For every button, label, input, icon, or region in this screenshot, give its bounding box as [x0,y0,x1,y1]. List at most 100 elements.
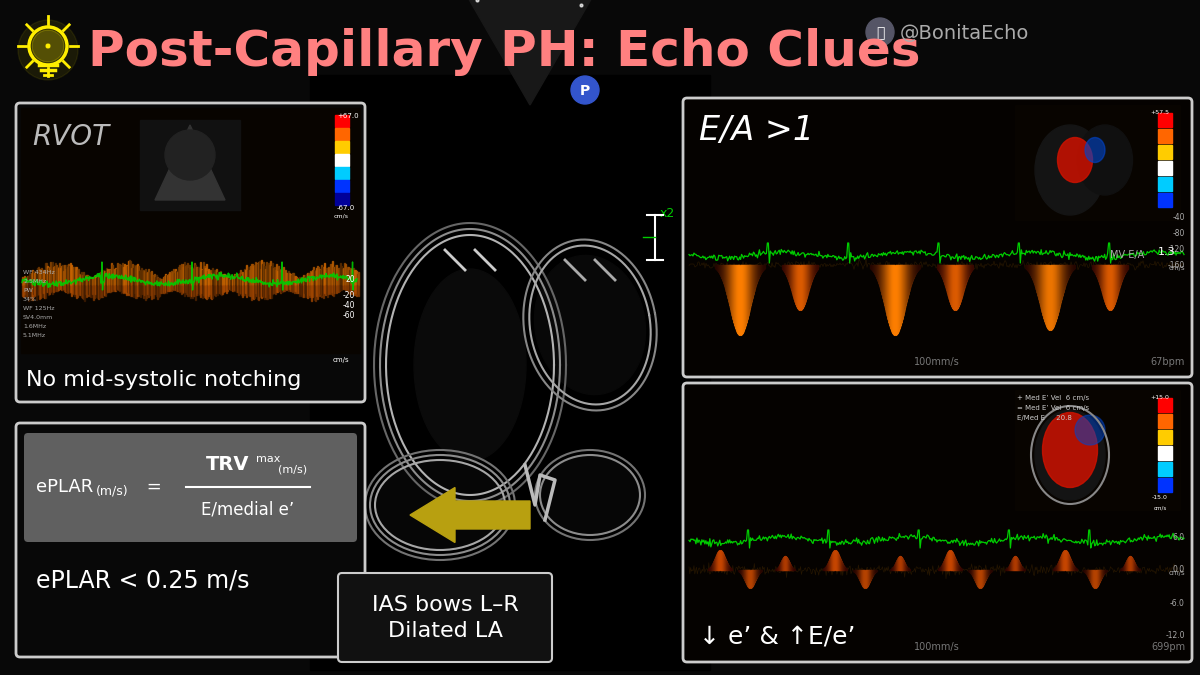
Text: + Med E’ Vel  6 cm/s: + Med E’ Vel 6 cm/s [1018,395,1090,401]
Text: +15.0: +15.0 [1151,395,1170,400]
Text: (m/s): (m/s) [278,464,307,474]
Ellipse shape [534,255,646,395]
Ellipse shape [166,130,215,180]
FancyBboxPatch shape [683,383,1192,662]
Bar [1158,113,1172,127]
Ellipse shape [374,460,505,550]
Text: 20: 20 [346,275,355,284]
Bar [140,120,240,210]
Bar [335,128,349,140]
Ellipse shape [1034,410,1105,500]
Text: -40: -40 [1172,213,1186,221]
Bar [335,193,349,205]
Text: =: = [142,478,162,496]
Bar [1158,430,1172,444]
Text: = Med E’ Vel  6 cm/s: = Med E’ Vel 6 cm/s [1018,405,1090,411]
Text: ePLAR: ePLAR [36,478,98,496]
Text: E/medial e’: E/medial e’ [202,500,295,518]
Text: TRV: TRV [206,456,250,475]
Text: 5.1MHz: 5.1MHz [23,333,46,338]
Text: ␧: ␧ [876,26,884,40]
Text: cm/s: cm/s [334,213,348,218]
Bar [1158,446,1172,460]
Bar [1015,390,1180,510]
Bar [1158,145,1172,159]
Circle shape [866,18,894,46]
Ellipse shape [1043,412,1098,487]
Polygon shape [270,0,790,105]
Text: 699pm: 699pm [1151,642,1186,652]
Bar [335,167,349,179]
Bar [335,154,349,166]
Circle shape [571,76,599,104]
Text: cm/s: cm/s [1169,265,1186,271]
FancyBboxPatch shape [16,103,365,402]
Text: -80: -80 [1172,229,1186,238]
Text: @BonitaEcho: @BonitaEcho [900,24,1030,43]
Circle shape [32,30,64,62]
Bar [310,75,710,670]
Ellipse shape [1034,125,1105,215]
Text: P: P [580,84,590,98]
Ellipse shape [1057,138,1092,182]
Text: 0.0: 0.0 [1172,566,1186,574]
Text: cm/s: cm/s [1153,505,1166,510]
Text: +57.5: +57.5 [1151,110,1170,115]
Text: -120: -120 [1168,244,1186,254]
Bar [22,108,360,353]
FancyBboxPatch shape [24,433,358,542]
Bar [335,115,349,127]
Text: ePLAR < 0.25 m/s: ePLAR < 0.25 m/s [36,568,250,592]
Text: (m/s): (m/s) [96,485,128,497]
Text: 100mm/s: 100mm/s [914,357,960,367]
Bar [1158,414,1172,428]
Text: No mid-systolic notching: No mid-systolic notching [26,370,301,390]
Text: SV4.0mm: SV4.0mm [23,315,53,320]
Ellipse shape [1078,125,1133,195]
Bar [1158,478,1172,492]
Text: 1.3: 1.3 [1157,247,1175,257]
FancyArrow shape [410,487,530,543]
Text: +67.0: +67.0 [337,113,359,119]
Ellipse shape [414,269,526,461]
FancyBboxPatch shape [16,423,365,657]
FancyBboxPatch shape [683,98,1192,377]
Bar [1158,462,1172,476]
Text: 1.6MHz: 1.6MHz [23,324,46,329]
Text: E/Med E     20.8: E/Med E 20.8 [1018,415,1072,421]
Ellipse shape [1085,138,1105,163]
Text: -60: -60 [342,310,355,319]
Bar [1015,105,1180,220]
Text: RVOT: RVOT [32,123,109,151]
Text: -160: -160 [1168,261,1186,269]
Text: cm/s: cm/s [332,357,349,363]
Text: 34%: 34% [23,297,37,302]
Text: -20: -20 [343,290,355,300]
Text: x2: x2 [660,207,676,220]
Text: 2.5MHz: 2.5MHz [23,279,47,284]
Bar [1158,161,1172,175]
Bar [335,141,349,153]
Text: WF 125Hz: WF 125Hz [23,306,54,311]
Circle shape [18,20,78,80]
Text: cm/s: cm/s [1169,570,1186,576]
Bar [335,180,349,192]
Text: -67.0: -67.0 [337,205,355,211]
Text: max: max [256,454,281,464]
Bar [1158,398,1172,412]
Bar [1158,129,1172,143]
Polygon shape [155,125,226,200]
Bar [1158,193,1172,207]
Text: 67bpm: 67bpm [1151,357,1186,367]
Text: -12.0: -12.0 [1165,632,1186,641]
Text: -15.0: -15.0 [1152,495,1168,500]
Text: ↓ e’ & ↑E/e’: ↓ e’ & ↑E/e’ [698,624,856,648]
Text: WF 434Hz: WF 434Hz [23,270,55,275]
Text: -6.0: -6.0 [1170,599,1186,608]
FancyBboxPatch shape [338,573,552,662]
Text: MV E/A: MV E/A [1110,250,1145,260]
Text: E/A >1: E/A >1 [698,114,814,147]
Text: 100mm/s: 100mm/s [914,642,960,652]
Text: IAS bows L–R
Dilated LA: IAS bows L–R Dilated LA [372,595,518,641]
Text: PW: PW [23,288,32,293]
